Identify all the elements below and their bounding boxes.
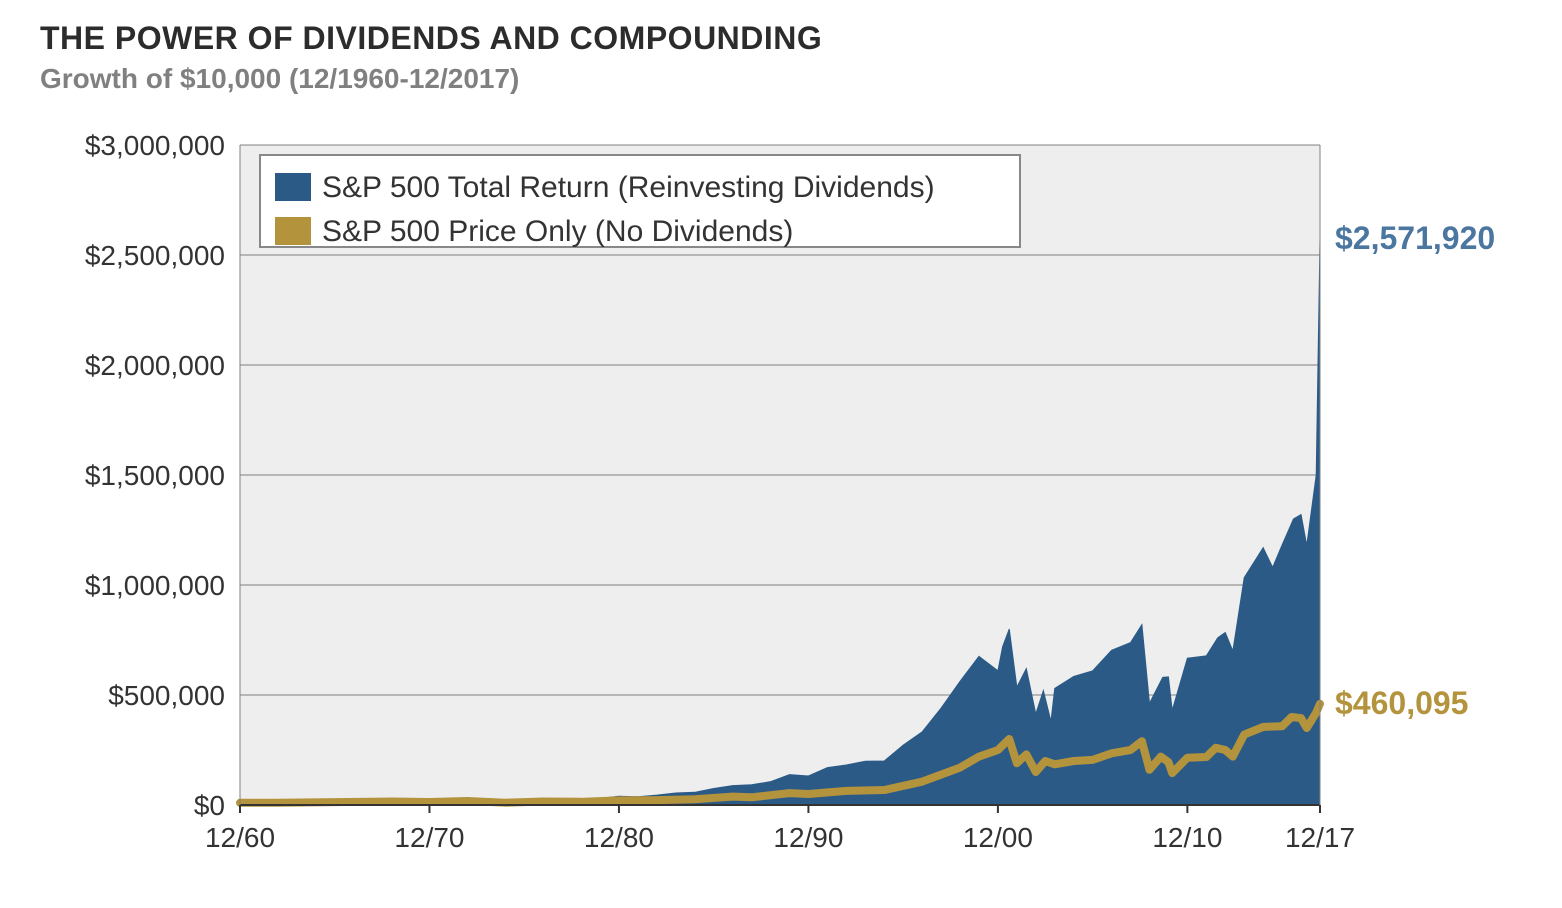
y-tick-label: $1,500,000: [85, 460, 225, 491]
x-tick-label: 12/17: [1285, 822, 1355, 853]
y-tick-label: $2,500,000: [85, 240, 225, 271]
chart-subtitle: Growth of $10,000 (12/1960-12/2017): [40, 63, 1522, 95]
x-tick-label: 12/90: [773, 822, 843, 853]
legend-swatch: [275, 217, 311, 245]
y-tick-label: $1,000,000: [85, 570, 225, 601]
legend-label: S&P 500 Price Only (No Dividends): [322, 215, 793, 248]
chart-title: THE POWER OF DIVIDENDS AND COMPOUNDING: [40, 20, 1522, 57]
y-tick-label: $500,000: [108, 680, 225, 711]
x-tick-label: 12/80: [584, 822, 654, 853]
x-tick-label: 12/10: [1152, 822, 1222, 853]
y-tick-label: $3,000,000: [85, 130, 225, 161]
end-label-price_only: $460,095: [1335, 685, 1468, 721]
y-tick-label: $0: [194, 790, 225, 821]
x-tick-label: 12/00: [963, 822, 1033, 853]
legend-label: S&P 500 Total Return (Reinvesting Divide…: [322, 171, 935, 204]
chart: $0 $500,000 $1,000,000 $1,500,000 $2,000,000…: [40, 125, 1520, 865]
y-tick-label: $2,000,000: [85, 350, 225, 381]
x-tick-label: 12/70: [394, 822, 464, 853]
end-label-total_return: $2,571,920: [1335, 220, 1495, 256]
x-tick-label: 12/60: [205, 822, 275, 853]
legend-swatch: [275, 173, 311, 201]
